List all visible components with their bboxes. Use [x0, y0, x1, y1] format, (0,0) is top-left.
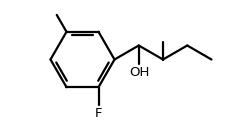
Text: OH: OH: [129, 65, 150, 79]
Text: F: F: [95, 107, 102, 120]
